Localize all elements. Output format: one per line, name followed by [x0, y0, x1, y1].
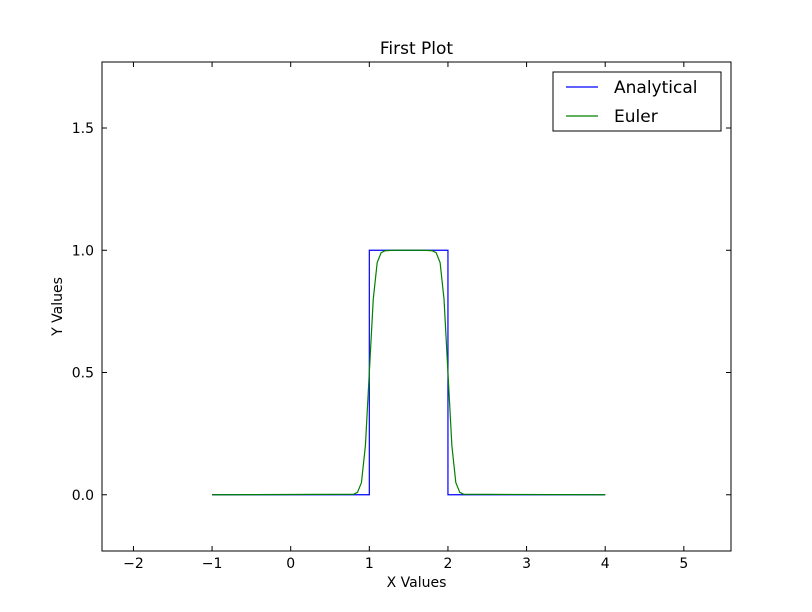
x-tick-label: 2: [443, 556, 452, 572]
ticks-layer: −2 −1 0 1 2 3 4 5 0.0 0.5 1.0 1.5: [72, 62, 731, 572]
y-axis-label: Y Values: [50, 277, 66, 337]
legend-box: [552, 71, 722, 132]
series-line-euler: [212, 249, 606, 496]
legend: Analytical Euler: [552, 71, 722, 132]
x-tick-label: 3: [522, 556, 531, 572]
x-tick-label: −1: [202, 556, 223, 572]
x-tick-label: 5: [679, 556, 688, 572]
x-axis-label: X Values: [387, 575, 447, 591]
y-tick-label: 0.5: [72, 366, 94, 382]
x-tick-label: −2: [123, 556, 144, 572]
y-tick-label: 1.0: [72, 243, 94, 259]
y-tick-label: 0.0: [72, 488, 94, 504]
x-tick-label: 1: [365, 556, 374, 572]
y-tick-label: 1.5: [72, 121, 94, 137]
legend-label: Euler: [614, 107, 658, 127]
x-tick-label: 0: [286, 556, 295, 572]
chart-title: First Plot: [380, 39, 454, 59]
x-tick-label: 4: [601, 556, 610, 572]
plot-area: [102, 62, 731, 551]
legend-label: Analytical: [614, 78, 697, 98]
series-layer: [212, 249, 606, 496]
plot-frame: [101, 61, 732, 552]
